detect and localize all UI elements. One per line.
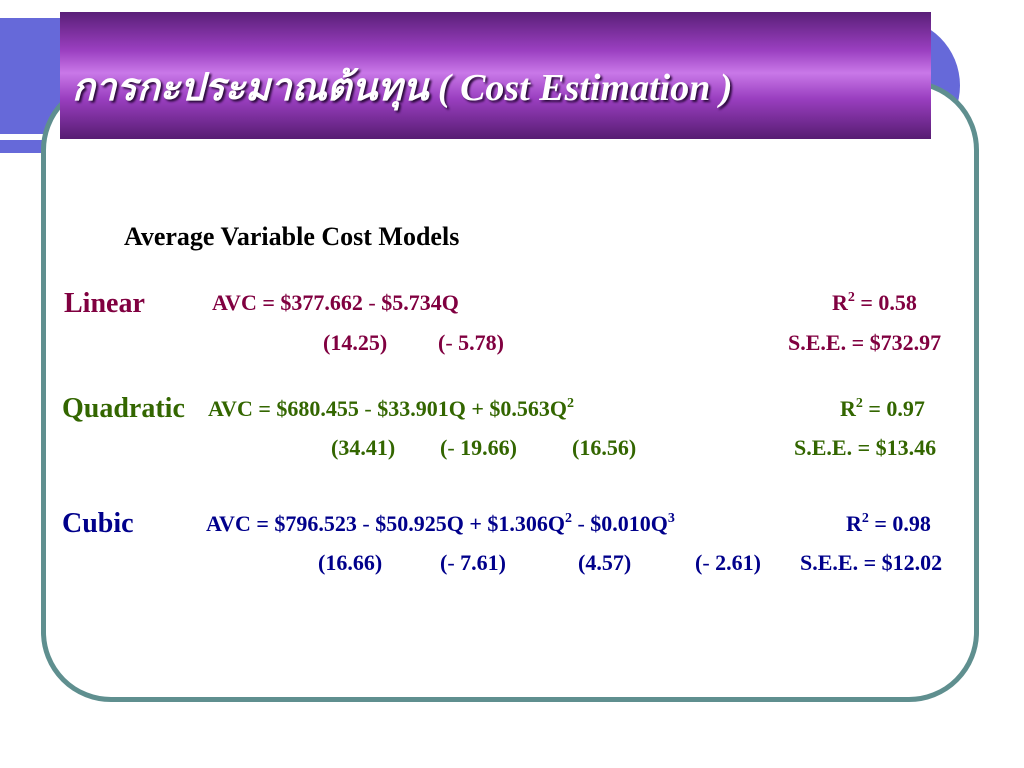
title-band: [60, 12, 931, 139]
cubic-see: S.E.E. = $12.02: [800, 550, 943, 575]
cubic-se-3: (4.57): [578, 550, 632, 575]
quadratic-equation: AVC = $680.455 - $33.901Q + $0.563Q2: [208, 396, 574, 421]
cubic-label: Cubic: [62, 508, 134, 539]
cubic-equation: AVC = $796.523 - $50.925Q + $1.306Q2 - $…: [206, 511, 675, 536]
quadratic-se-1: (34.41): [331, 435, 396, 460]
linear-r-squared: R2 = 0.58: [832, 290, 917, 315]
quadratic-label: Quadratic: [62, 393, 185, 424]
content-frame: [41, 80, 979, 702]
cubic-se-2: (- 7.61): [440, 550, 506, 575]
quadratic-r-squared: R2 = 0.97: [840, 396, 925, 421]
linear-see: S.E.E. = $732.97: [788, 330, 942, 355]
cubic-se-1: (16.66): [318, 550, 383, 575]
linear-se-2: (- 5.78): [438, 330, 504, 355]
quadratic-se-3: (16.56): [572, 435, 637, 460]
quadratic-see: S.E.E. = $13.46: [794, 435, 937, 460]
linear-se-1: (14.25): [323, 330, 388, 355]
cubic-se-4: (- 2.61): [695, 550, 761, 575]
slide-title: การกะประมาณต้นทุน ( Cost Estimation ): [72, 67, 733, 109]
linear-equation: AVC = $377.662 - $5.734Q: [212, 290, 459, 315]
cubic-r-squared: R2 = 0.98: [846, 511, 931, 536]
decorative-gap: [0, 134, 60, 140]
linear-label: Linear: [64, 288, 145, 319]
quadratic-se-2: (- 19.66): [440, 435, 517, 460]
slide-subtitle: Average Variable Cost Models: [124, 222, 460, 251]
